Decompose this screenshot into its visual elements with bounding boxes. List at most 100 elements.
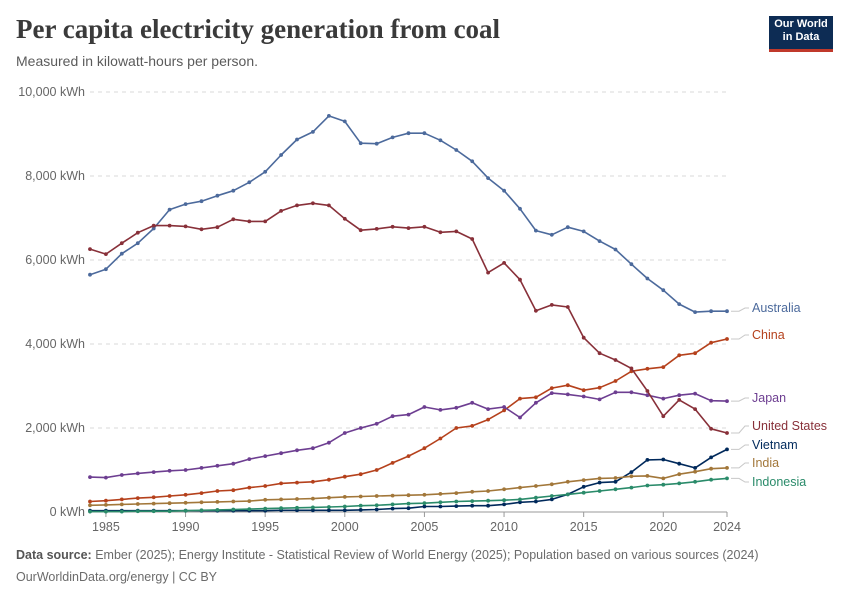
data-point-vietnam <box>358 508 363 512</box>
x-tick-label: 2020 <box>649 520 677 534</box>
data-point-india <box>438 492 443 496</box>
data-point-australia <box>183 202 188 207</box>
data-point-indonesia <box>597 489 602 493</box>
data-point-china <box>581 388 586 393</box>
data-point-japan <box>613 390 618 395</box>
data-point-indonesia <box>88 509 92 514</box>
data-point-indonesia <box>502 498 506 503</box>
data-point-united-states <box>247 219 252 224</box>
data-point-india <box>88 503 92 508</box>
label-connector-united-states <box>731 425 749 434</box>
data-point-australia <box>167 207 172 212</box>
x-tick-label: 2015 <box>570 520 598 534</box>
data-point-india <box>119 502 124 507</box>
data-point-indonesia <box>390 502 395 507</box>
data-point-india <box>645 474 650 478</box>
data-point-australia <box>709 309 713 314</box>
data-point-japan <box>549 391 554 395</box>
logo-line-2: in Data <box>782 31 820 43</box>
data-point-united-states <box>534 308 538 313</box>
data-point-india <box>549 482 554 487</box>
data-point-australia <box>454 148 459 152</box>
data-point-vietnam <box>374 507 379 512</box>
data-point-united-states <box>486 270 490 275</box>
label-connector-indonesia <box>731 477 749 483</box>
data-point-japan <box>725 399 729 403</box>
y-tick-label: 4,000 kWh <box>25 337 85 351</box>
data-point-japan <box>295 448 299 453</box>
x-tick-label: 2005 <box>411 520 439 534</box>
data-point-japan <box>183 468 188 472</box>
data-point-china <box>534 395 538 400</box>
data-point-india <box>629 474 634 479</box>
data-point-united-states <box>263 219 268 224</box>
credit-link[interactable]: OurWorldinData.org/energy | CC BY <box>16 570 218 584</box>
data-point-japan <box>104 475 108 480</box>
data-point-australia <box>358 141 363 146</box>
data-point-japan <box>486 407 490 411</box>
data-point-japan <box>358 426 363 430</box>
data-point-indonesia <box>183 508 188 513</box>
data-point-australia <box>390 135 395 140</box>
data-point-indonesia <box>438 500 443 505</box>
data-point-vietnam <box>693 466 697 470</box>
data-point-india <box>247 499 252 503</box>
data-point-united-states <box>502 261 506 265</box>
data-point-india <box>454 491 459 495</box>
data-point-india <box>502 487 506 492</box>
data-point-india <box>486 489 490 493</box>
data-point-australia <box>342 119 347 124</box>
series-label-japan: Japan <box>752 391 786 405</box>
data-point-japan <box>470 400 475 405</box>
data-point-china <box>677 353 682 358</box>
data-point-united-states <box>629 366 634 371</box>
series-line-australia <box>89 115 727 313</box>
label-connector-australia <box>731 307 749 312</box>
data-point-indonesia <box>613 487 618 492</box>
data-point-united-states <box>725 431 729 435</box>
data-point-australia <box>119 251 124 256</box>
data-point-united-states <box>231 217 236 222</box>
series-line-united-states <box>89 202 728 434</box>
data-point-japan <box>247 457 252 461</box>
data-point-india <box>422 492 427 497</box>
data-point-china <box>438 436 443 441</box>
data-point-indonesia <box>247 507 252 511</box>
data-point-united-states <box>709 426 713 431</box>
data-point-united-states <box>374 227 379 231</box>
data-point-vietnam <box>502 502 506 507</box>
series-label-indonesia: Indonesia <box>752 475 806 489</box>
data-point-vietnam <box>629 470 634 474</box>
data-point-china <box>358 472 363 477</box>
data-point-indonesia <box>549 494 554 498</box>
data-point-india <box>279 497 283 502</box>
data-point-china <box>709 340 713 345</box>
data-point-australia <box>677 302 682 306</box>
chart-title: Per capita electricity generation from c… <box>16 14 501 44</box>
data-point-japan <box>693 391 697 396</box>
data-point-vietnam <box>645 458 650 462</box>
label-connector-vietnam <box>731 444 749 450</box>
data-point-china <box>135 496 140 500</box>
data-point-united-states <box>438 230 443 235</box>
data-point-indonesia <box>581 490 586 495</box>
data-point-china <box>693 351 697 356</box>
data-point-japan <box>597 397 602 402</box>
data-point-china <box>247 485 252 490</box>
data-point-australia <box>518 206 522 211</box>
data-point-india <box>470 489 475 494</box>
data-point-china <box>645 366 650 371</box>
data-point-china <box>661 365 666 369</box>
x-tick-label: 1990 <box>172 520 200 534</box>
data-point-india <box>677 472 682 477</box>
data-point-india <box>518 485 522 490</box>
data-point-japan <box>199 466 204 470</box>
owid-logo[interactable]: Our World in Data <box>769 16 833 52</box>
data-point-vietnam <box>518 500 522 505</box>
label-connector-india <box>731 462 749 469</box>
data-point-india <box>565 479 570 484</box>
data-point-china <box>183 492 188 497</box>
data-point-china <box>549 386 554 390</box>
data-point-japan <box>263 454 268 458</box>
